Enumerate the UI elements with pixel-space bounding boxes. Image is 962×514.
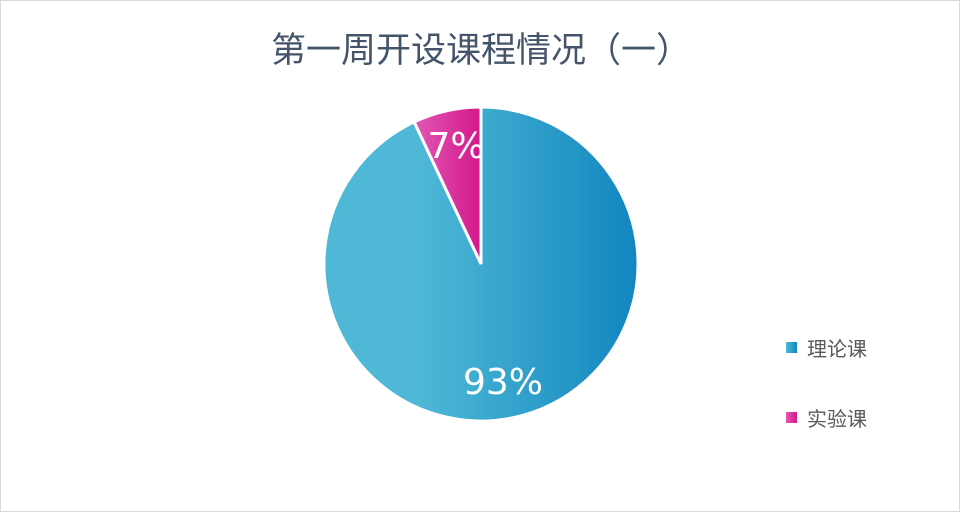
pie-slice-1: [412, 105, 483, 265]
legend: 理论课 实验课: [786, 330, 867, 470]
legend-item-lab: 实验课: [786, 400, 867, 434]
data-label-1: 7%: [427, 126, 484, 167]
legend-swatch: [786, 411, 797, 423]
chart-title: 第一周开设课程情况（一）: [270, 31, 691, 71]
data-label-0: 93%: [463, 362, 543, 403]
legend-item-theory: 理论课: [786, 330, 867, 364]
legend-label: 实验课: [807, 406, 867, 431]
legend-label: 理论课: [807, 336, 867, 361]
legend-swatch: [786, 341, 797, 353]
